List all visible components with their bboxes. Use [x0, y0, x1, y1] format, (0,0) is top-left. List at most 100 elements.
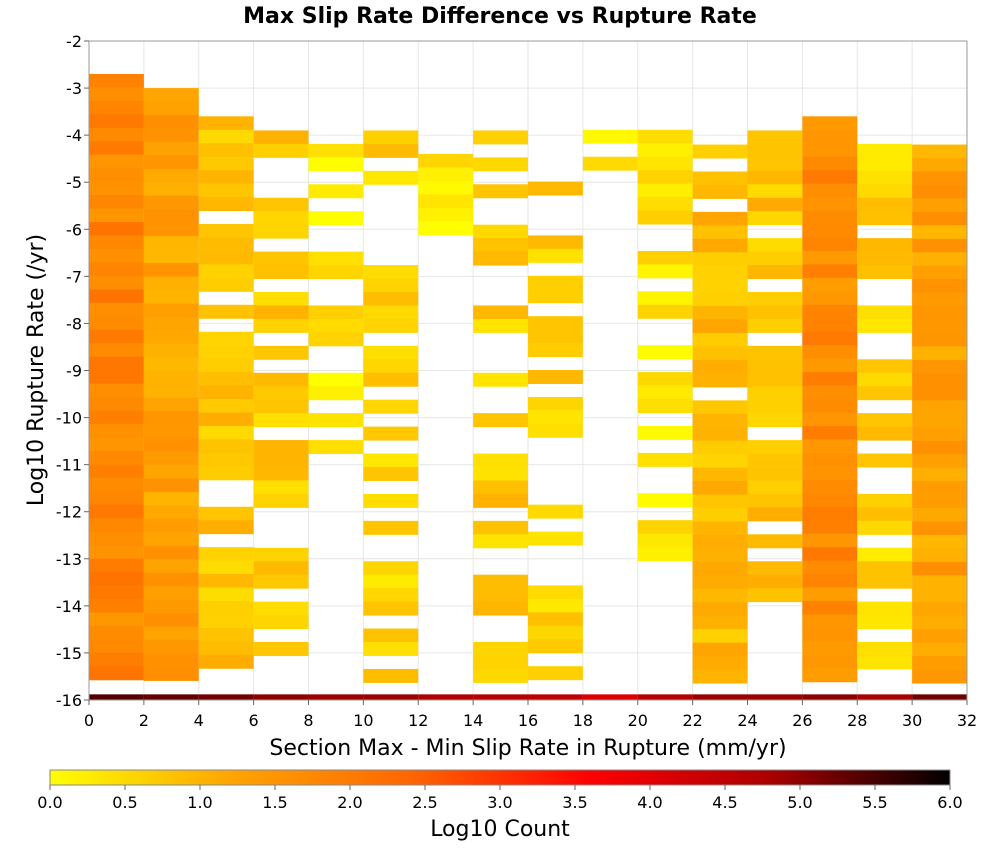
heatmap-cell [857, 170, 913, 185]
heatmap-cell [253, 615, 309, 630]
x-tick-label: 24 [737, 711, 757, 730]
heatmap-cell [747, 305, 803, 320]
heatmap-cell [857, 601, 913, 616]
heatmap-cell [418, 194, 474, 209]
heatmap-cell [143, 249, 199, 264]
heatmap-cell [692, 359, 748, 374]
heatmap-cell [857, 426, 913, 441]
heatmap-cell [912, 252, 967, 267]
heatmap-cell [857, 642, 913, 656]
heatmap-cell [857, 493, 913, 508]
heatmap-cell [253, 265, 309, 280]
heatmap-cell [692, 467, 748, 482]
heatmap-cell [747, 265, 803, 280]
heatmap-cell [308, 413, 364, 428]
heatmap-cell [198, 170, 254, 185]
heatmap-cell [528, 585, 583, 600]
heatmap-cell [802, 466, 858, 481]
heatmap-cell [89, 181, 144, 196]
heatmap-cell [857, 453, 913, 468]
heatmap-cell [198, 600, 254, 615]
heatmap-cell [143, 397, 199, 412]
heatmap-cell [802, 506, 858, 521]
heatmap-cell [89, 168, 144, 183]
heatmap-cell [637, 399, 693, 413]
heatmap-cell [363, 143, 419, 158]
heatmap-cell [637, 291, 693, 306]
colorbar-tick-label: 1.5 [262, 793, 287, 812]
heatmap-cell [912, 629, 967, 644]
x-tick-label: 18 [573, 711, 593, 730]
heatmap-cell [89, 397, 144, 412]
y-tick-label: -11 [56, 456, 82, 475]
heatmap-cell [89, 235, 144, 250]
heatmap-cell [912, 158, 967, 172]
heatmap-cell [802, 183, 858, 198]
x-tick-label: 8 [303, 711, 313, 730]
heatmap-cell [857, 318, 913, 333]
x-tick-label: 2 [139, 711, 149, 730]
heatmap-cell [89, 491, 144, 506]
heatmap-cell [747, 157, 803, 172]
heatmap-cell [198, 358, 254, 373]
y-tick-label: -8 [66, 314, 82, 333]
heatmap-cell [912, 225, 967, 240]
colorbar-tick-label: 2.0 [337, 793, 362, 812]
heatmap-cell [198, 412, 254, 427]
heatmap-cell [802, 318, 858, 333]
heatmap-cell [198, 345, 254, 360]
heatmap-cell [473, 251, 528, 266]
heatmap-cell [253, 466, 309, 481]
heatmap-cell [253, 561, 309, 576]
heatmap-cell [802, 197, 858, 212]
heatmap-cell [692, 306, 748, 321]
heatmap-cell [308, 265, 364, 280]
heatmap-cell [143, 114, 199, 129]
heatmap-cell [857, 251, 913, 266]
heatmap-cell [692, 184, 748, 199]
x-tick-label: 26 [792, 711, 812, 730]
heatmap-cell [857, 197, 913, 212]
heatmap-cell [692, 238, 748, 253]
heatmap-cell [253, 130, 309, 145]
heatmap-cell [912, 656, 967, 671]
heatmap-cell [912, 508, 967, 523]
heatmap-cell [363, 170, 419, 185]
heatmap-cell [912, 575, 967, 590]
heatmap-cell [143, 128, 199, 143]
heatmap-cell [143, 572, 199, 587]
heatmap-cell [143, 424, 199, 439]
heatmap-cell-bottom [582, 694, 638, 700]
heatmap-cell [857, 413, 913, 428]
heatmap-cell [363, 588, 419, 603]
heatmap-cell [692, 494, 748, 509]
heatmap-cell [89, 73, 144, 88]
heatmap-cell-bottom [308, 694, 364, 700]
heatmap-cell [253, 345, 309, 360]
heatmap-cell [89, 423, 144, 438]
heatmap-cell [89, 248, 144, 263]
heatmap-cell [528, 639, 583, 654]
y-tick-label: -4 [66, 126, 82, 145]
y-tick-label: -6 [66, 220, 82, 239]
heatmap-cell [143, 411, 199, 426]
heatmap-cell [363, 574, 419, 589]
heatmap-cell [692, 292, 748, 307]
x-axis-label: Section Max - Min Slip Rate in Rupture (… [269, 736, 786, 761]
heatmap-cell [747, 574, 803, 589]
heatmap-cell [802, 600, 858, 615]
heatmap-cell [747, 359, 803, 374]
heatmap-cell-bottom [637, 694, 693, 700]
heatmap-cell [582, 129, 638, 144]
heatmap-cell [89, 114, 144, 129]
heatmap-cell [528, 423, 583, 438]
heatmap-cell [802, 452, 858, 467]
heatmap-cell [747, 440, 803, 455]
x-tick-label: 20 [628, 711, 648, 730]
heatmap-cell [473, 588, 528, 603]
heatmap-cell [802, 520, 858, 535]
heatmap-cell [143, 276, 199, 291]
heatmap-cell [747, 291, 803, 306]
y-tick-label: -10 [56, 409, 82, 428]
heatmap-cell [473, 305, 528, 320]
